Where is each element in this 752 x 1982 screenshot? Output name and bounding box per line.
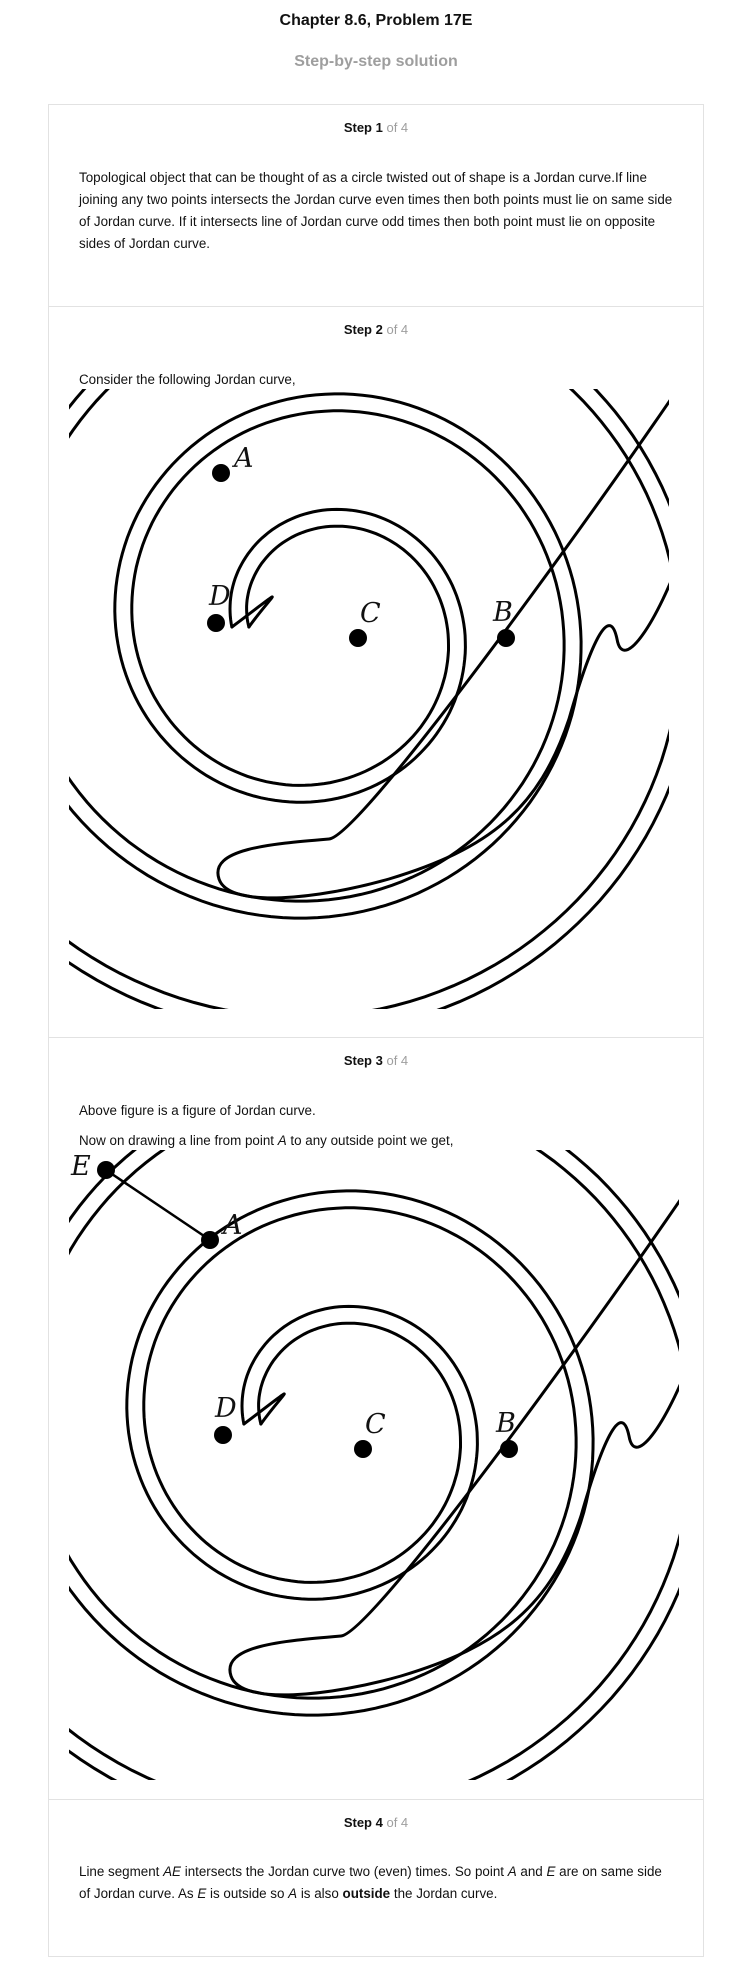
step-2-card: Step 2 of 4 Consider the following Jorda…: [48, 306, 704, 1038]
curve-outer-tail: [216, 399, 669, 900]
chapter-title: Chapter 8.6, Problem 17E: [279, 12, 473, 29]
step-total: of 4: [386, 1815, 409, 1830]
label-e: E: [70, 1151, 91, 1182]
point-a: [212, 464, 230, 482]
solution-subtitle: Step-by-step solution: [294, 53, 458, 70]
jordan-curve-figure: A D C B: [69, 389, 669, 1009]
jordan-curve: [69, 389, 669, 1009]
step-3-text-1: Above figure is a figure of Jordan curve…: [79, 1103, 316, 1118]
label-c: C: [365, 1409, 386, 1440]
label-d: D: [208, 581, 231, 612]
step-1-header: Step 1 of 4: [49, 120, 703, 135]
point-d: [207, 614, 225, 632]
point-b: [497, 629, 515, 647]
step-number: Step 2: [343, 322, 383, 337]
jordan-curve-figure-with-line: E A D C B: [69, 1150, 679, 1780]
curve-center-hook: [230, 595, 274, 629]
point-a: [201, 1231, 219, 1249]
curve-center-hook: [242, 1392, 286, 1426]
step-4-text: Line segment AE intersects the Jordan cu…: [79, 1864, 662, 1901]
curve-arm-outer: [69, 1150, 679, 1780]
point-d: [214, 1426, 232, 1444]
step-3-text-2: Now on drawing a line from point A to an…: [79, 1133, 454, 1148]
step-number: Step 1: [343, 120, 383, 135]
step-3-header: Step 3 of 4: [49, 1053, 703, 1068]
point-e: [97, 1161, 115, 1179]
step-1-card: Step 1 of 4 Topological object that can …: [48, 104, 704, 307]
jordan-curve: [69, 1150, 679, 1780]
curve-arm-inner: [69, 1150, 679, 1780]
label-b: B: [495, 1408, 516, 1439]
label-b: B: [492, 597, 513, 628]
step-number: Step 4: [343, 1815, 383, 1830]
label-a: A: [220, 1210, 243, 1241]
segment-ae: [105, 1168, 211, 1242]
step-4-card: Step 4 of 4 Line segment AE intersects t…: [48, 1799, 704, 1957]
step-number: Step 3: [343, 1053, 383, 1068]
step-3-card: Step 3 of 4 Above figure is a figure of …: [48, 1037, 704, 1800]
point-c: [354, 1440, 372, 1458]
step-1-text: Topological object that can be thought o…: [79, 170, 673, 251]
label-a: A: [231, 443, 254, 474]
step-2-text: Consider the following Jordan curve,: [79, 372, 296, 387]
step-2-header: Step 2 of 4: [49, 322, 703, 337]
label-d: D: [214, 1393, 237, 1424]
step-total: of 4: [386, 322, 409, 337]
curve-arm-inner: [69, 389, 669, 1009]
label-c: C: [360, 598, 381, 629]
step-4-header: Step 4 of 4: [49, 1815, 703, 1830]
step-total: of 4: [386, 1053, 409, 1068]
step-total: of 4: [386, 120, 409, 135]
point-b: [500, 1440, 518, 1458]
point-c: [349, 629, 367, 647]
curve-arm-outer: [69, 389, 669, 1009]
curve-outer-tail: [228, 1199, 679, 1697]
